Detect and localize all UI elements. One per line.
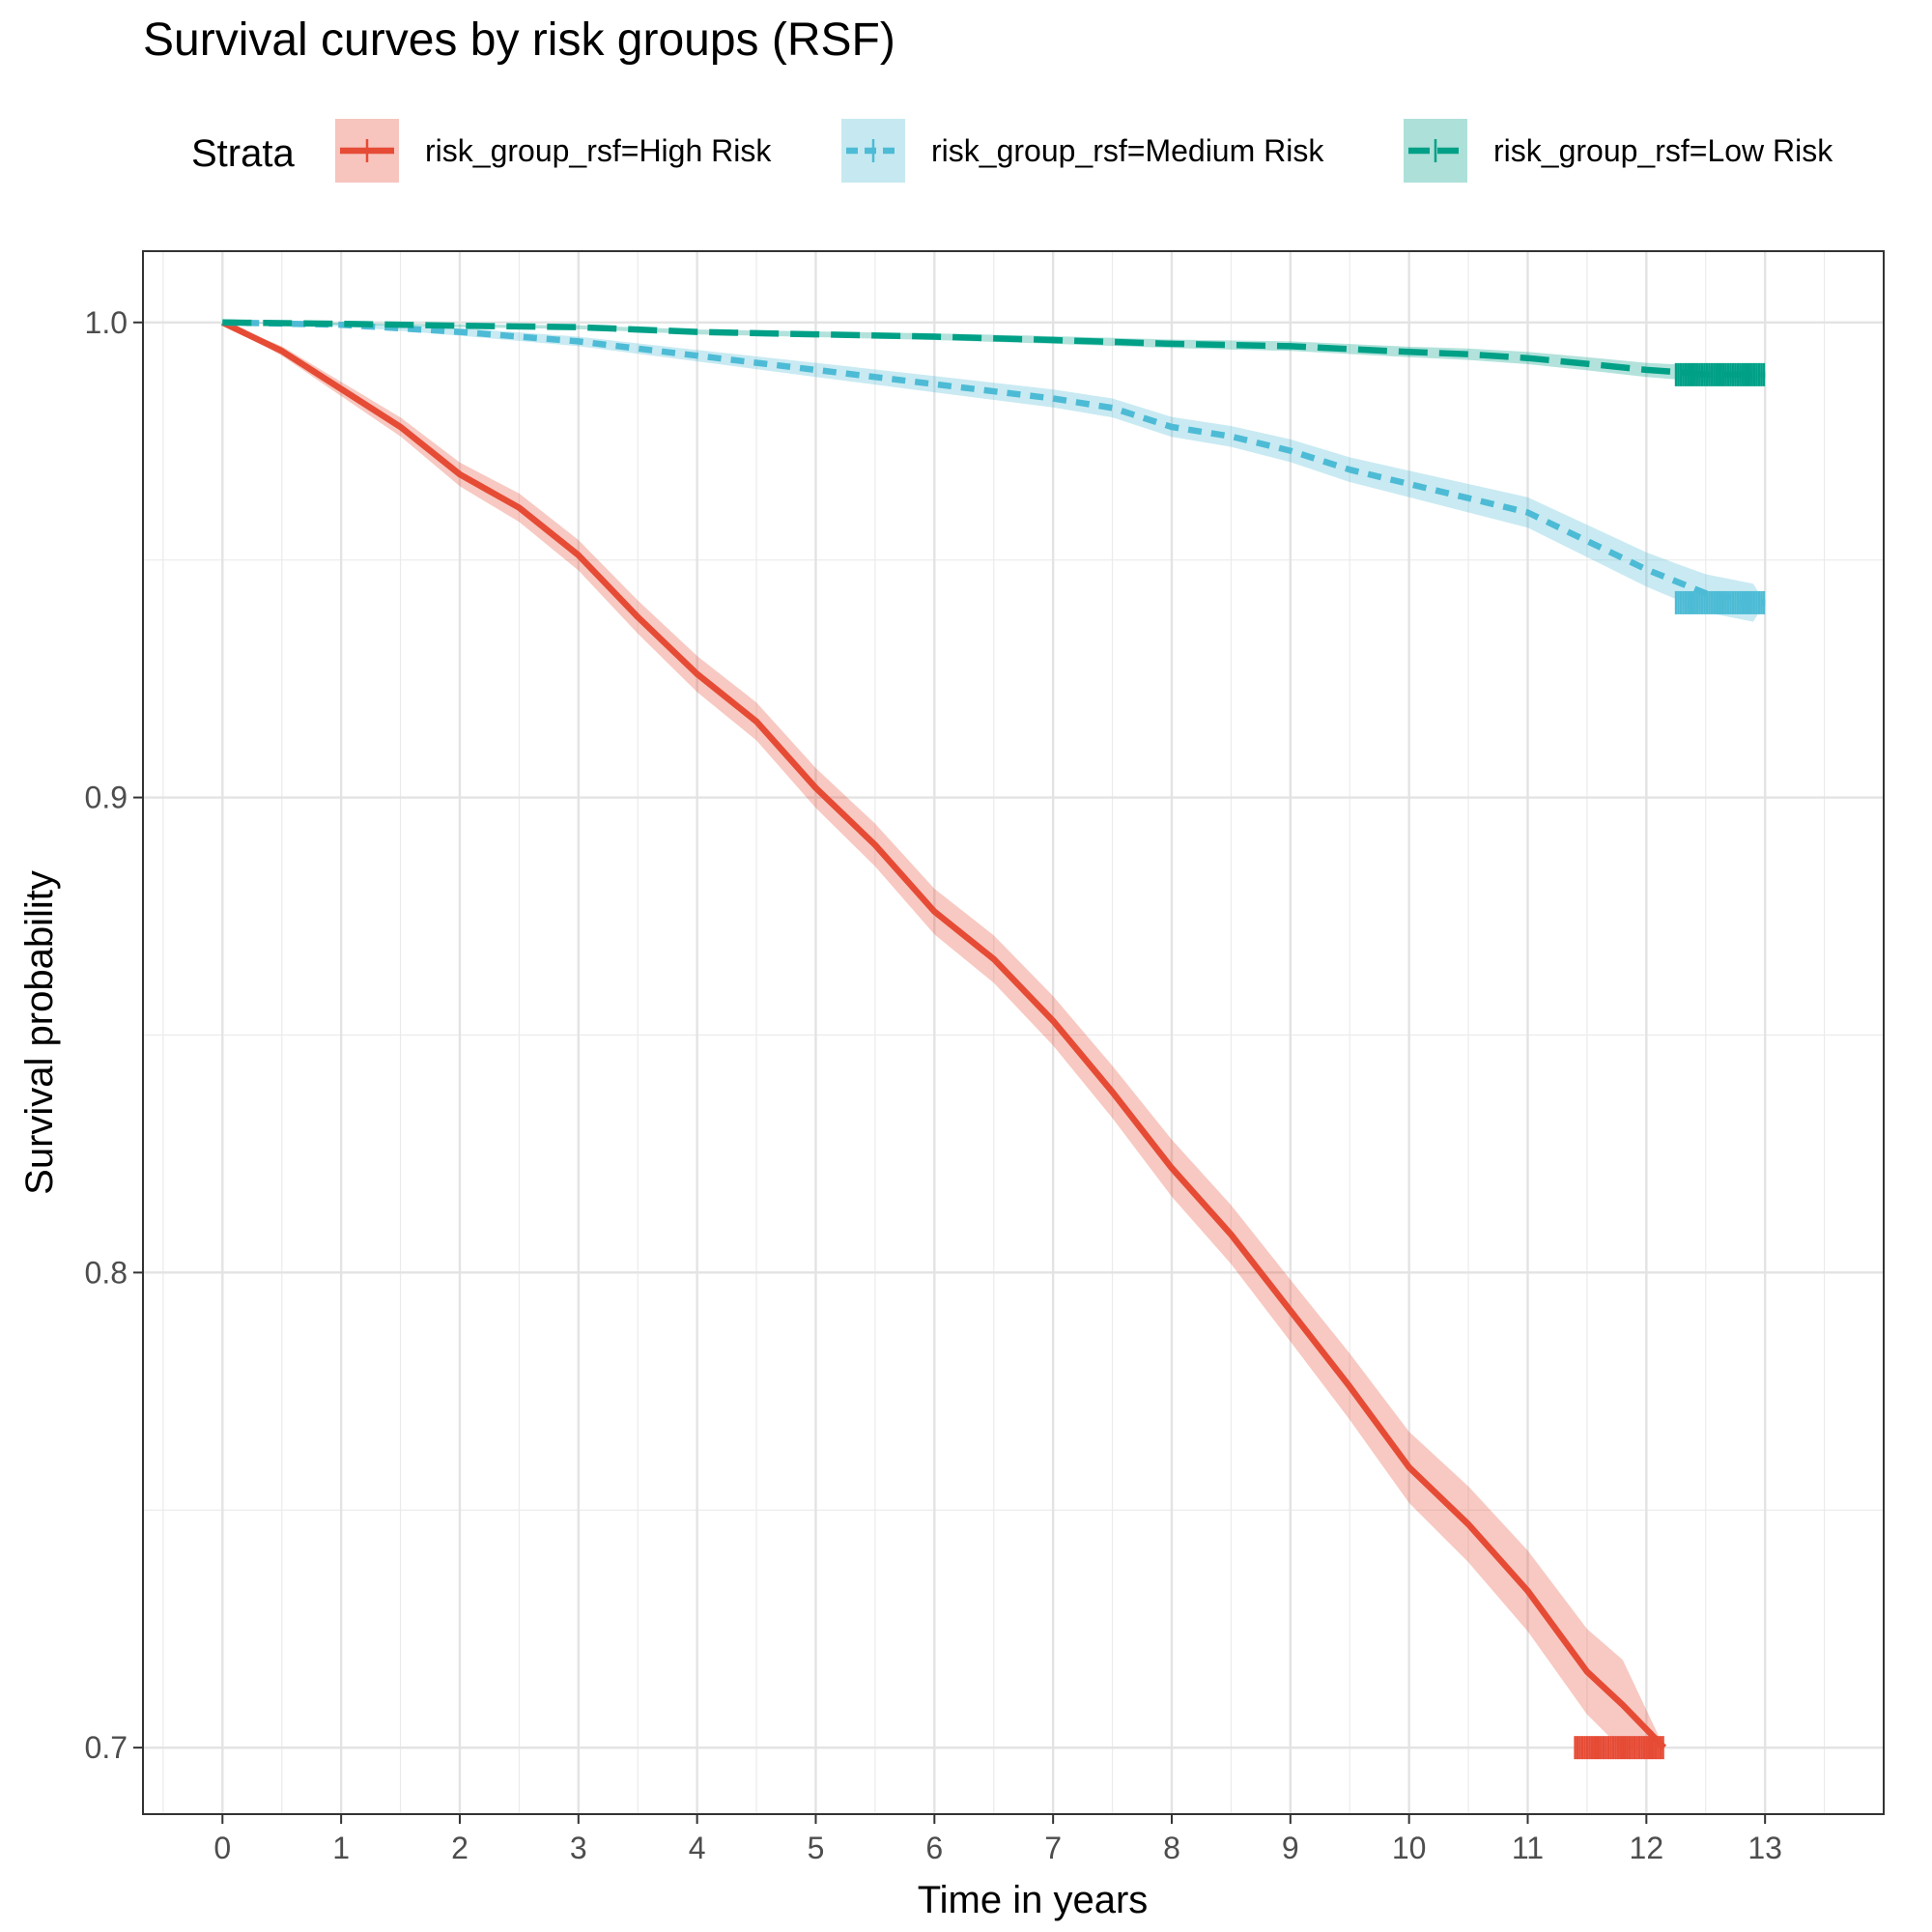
legend: Strata risk_group_rsf=High Risk risk_grou…: [191, 119, 1833, 183]
x-tick-label: 0: [213, 1831, 231, 1865]
y-tick-label: 0.7: [85, 1730, 128, 1765]
chart-title: Survival curves by risk groups (RSF): [143, 14, 895, 66]
censor-marks: [1574, 362, 1766, 1760]
plot-background: [143, 251, 1884, 1814]
y-tick-label: 0.8: [85, 1255, 128, 1290]
x-tick-label: 9: [1282, 1831, 1299, 1865]
y-tick-label: 0.9: [85, 781, 128, 815]
y-axis-label: Survival probability: [18, 870, 61, 1195]
x-tick-label: 11: [1512, 1831, 1544, 1865]
curve-medium-risk: [222, 319, 1766, 607]
curve-high-risk: [220, 319, 1667, 1750]
x-axis-label: Time in years: [918, 1879, 1149, 1921]
legend-label-low-risk: risk_group_rsf=Low Risk: [1493, 133, 1833, 168]
x-tick-label: 3: [570, 1831, 587, 1865]
legend-title: Strata: [191, 132, 295, 175]
x-tick-label: 4: [689, 1831, 706, 1865]
x-tick-label: 12: [1630, 1831, 1664, 1865]
grid-minor: [143, 251, 1884, 1814]
ci-band-high-risk: [222, 322, 1664, 1750]
x-tick-label: 6: [925, 1831, 943, 1865]
plot-border: [142, 250, 1885, 1815]
x-tick-label: 7: [1044, 1831, 1062, 1865]
y-axis: 0.7 0.8 0.9 1.0: [85, 305, 143, 1765]
x-tick-label: 13: [1747, 1831, 1782, 1865]
x-tick-label: 5: [808, 1831, 825, 1865]
y-tick-label: 1.0: [85, 305, 128, 340]
x-tick-label: 10: [1392, 1831, 1427, 1865]
legend-label-high-risk: risk_group_rsf=High Risk: [425, 133, 772, 168]
x-tick-label: 2: [451, 1831, 469, 1865]
x-tick-label: 1: [332, 1831, 350, 1865]
x-tick-label: 8: [1163, 1831, 1180, 1865]
legend-label-medium-risk: risk_group_rsf=Medium Risk: [931, 133, 1324, 168]
x-axis: 0 1 2 3 4 5 6 7 8 9 10 11 12 13: [213, 1814, 1782, 1865]
